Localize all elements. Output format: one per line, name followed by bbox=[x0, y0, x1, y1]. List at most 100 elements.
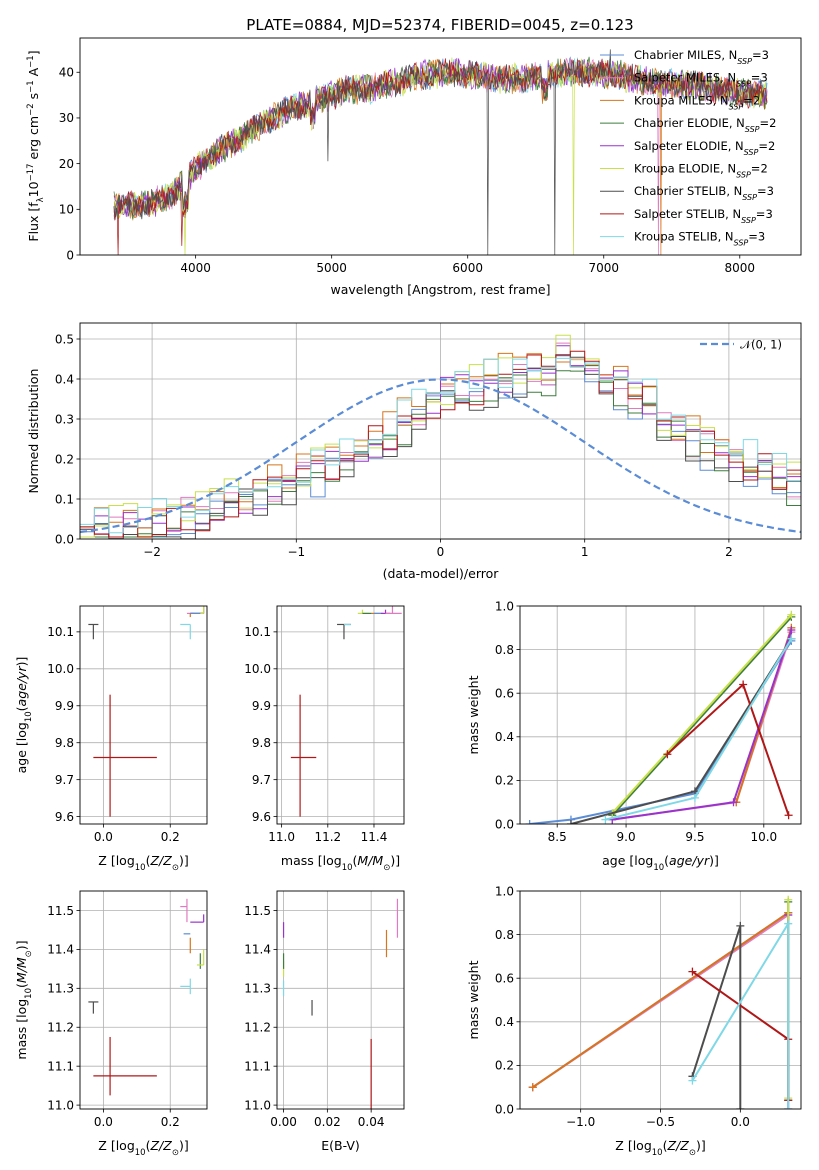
legend-n: 3 bbox=[760, 71, 767, 85]
errorbar-point bbox=[93, 694, 157, 817]
errorbar-point bbox=[93, 1036, 157, 1096]
weight-series-chabrier-stelib bbox=[566, 634, 796, 824]
legend-n: 3 bbox=[765, 207, 772, 221]
errorbar-point bbox=[88, 623, 99, 640]
legend-n: 3 bbox=[762, 48, 769, 62]
y-tick-label: 11.0 bbox=[47, 1098, 74, 1112]
legend-label: Salpeter ELODIE, NSSP=2 bbox=[634, 139, 775, 157]
label-part: ⊙ bbox=[383, 863, 390, 873]
plus-marker bbox=[736, 1105, 745, 1109]
legend-model: Chabrier ELODIE bbox=[634, 116, 729, 130]
label-part: ( bbox=[14, 706, 29, 711]
x-tick-label: 0.2 bbox=[161, 830, 180, 844]
x-tick-label: 5000 bbox=[316, 261, 347, 275]
legend-eq: = bbox=[743, 93, 753, 107]
legend-n: 2 bbox=[769, 116, 776, 130]
figure-title: PLATE=0884, MJD=52374, FIBERID=0045, z=0… bbox=[246, 16, 633, 34]
z-mass-panel: 0.0 0.211.011.111.211.311.411.5Z [log10(Z… bbox=[14, 890, 208, 1158]
x-tick-label: 7000 bbox=[588, 261, 619, 275]
plus-marker bbox=[784, 919, 793, 928]
x-axis-label: E(B-V) bbox=[321, 1138, 360, 1153]
label-part: −17 bbox=[26, 163, 36, 181]
axes-frame bbox=[79, 37, 802, 256]
errorbar-point bbox=[196, 949, 205, 966]
x-tick-label: 9.0 bbox=[617, 830, 636, 844]
weight-series-chabrier-miles bbox=[525, 636, 796, 824]
legend-label: 𝒩(0, 1) bbox=[740, 338, 782, 352]
y-tick-label: 11.1 bbox=[244, 1059, 271, 1073]
label-part: Z/Z bbox=[666, 1138, 689, 1153]
label-part: )] bbox=[179, 853, 189, 868]
legend-model: Chabrier STELIB bbox=[634, 184, 726, 198]
series-line bbox=[612, 631, 793, 821]
y-tick-label: 0.0 bbox=[55, 532, 74, 546]
label-part: Z [log bbox=[98, 1138, 134, 1153]
y-tick-label: 10.0 bbox=[47, 662, 74, 676]
label-part: Z [log bbox=[615, 1138, 651, 1153]
x-axis-label: Z [log10(Z/Z⊙)] bbox=[98, 853, 188, 873]
label-part: ( bbox=[663, 1138, 668, 1153]
legend-n: 2 bbox=[768, 139, 775, 153]
legend-n-prefix: , N bbox=[713, 93, 729, 107]
series-line bbox=[691, 925, 742, 1109]
y-tick-label: 11.5 bbox=[47, 904, 74, 918]
y-tick-label: 0.5 bbox=[55, 332, 74, 346]
label-part: 10 bbox=[24, 711, 34, 722]
legend-n: 2 bbox=[753, 93, 760, 107]
plus-marker bbox=[663, 750, 672, 759]
weight-series-kroupa-stelib bbox=[688, 919, 793, 1109]
x-tick-label: 2 bbox=[725, 545, 733, 559]
x-tick-label: 0.2 bbox=[161, 1115, 180, 1129]
legend-n-prefix: , N bbox=[721, 48, 737, 62]
mass-age-panel: 11.0 11.2 11.4 9.6 9.7 9.8 9.9 10.0 10.1 mass [lo… bbox=[244, 605, 405, 873]
y-tick-label: 10.1 bbox=[47, 625, 74, 639]
series-line bbox=[532, 911, 789, 1089]
errorbar-point bbox=[180, 898, 188, 923]
label-part: M/M bbox=[357, 853, 383, 868]
x-tick-label: 0.0 bbox=[731, 1115, 750, 1129]
y-tick-label: 0.4 bbox=[55, 372, 74, 386]
x-tick-label: 11.0 bbox=[268, 830, 295, 844]
x-axis-label: wavelength [Angstrom, rest frame] bbox=[330, 282, 550, 297]
legend-label: Salpeter MILES, NSSP=3 bbox=[634, 71, 768, 89]
legend-label: Chabrier MILES, NSSP=3 bbox=[634, 48, 769, 66]
plus-marker bbox=[690, 793, 699, 802]
axes-frame bbox=[519, 605, 802, 825]
errorbar-point bbox=[290, 694, 317, 817]
legend-n-prefix: , N bbox=[726, 184, 742, 198]
y-tick-label: 0.3 bbox=[55, 412, 74, 426]
axes-frame bbox=[519, 890, 802, 1110]
ebv-mass-panel: 0.00 0.02 0.04 11.0 11.1 11.2 11.3 11.4 11.5 E(B-… bbox=[244, 890, 405, 1153]
weight-series-salpeter-stelib bbox=[663, 680, 793, 820]
label-part: ( bbox=[14, 983, 29, 988]
series-line bbox=[611, 614, 793, 814]
legend-n-prefix: , N bbox=[720, 162, 736, 176]
hist-salpeter-stelib bbox=[80, 350, 801, 538]
series-line bbox=[529, 640, 793, 824]
label-part: s bbox=[26, 93, 41, 104]
y-tick-label: 0.0 bbox=[495, 1102, 514, 1116]
y-tick-label: 0.8 bbox=[495, 928, 514, 942]
y-tick-label: 9.6 bbox=[55, 810, 74, 824]
label-part: )] bbox=[696, 1138, 706, 1153]
x-tick-label: −2 bbox=[143, 545, 161, 559]
legend-sub: SSP bbox=[745, 125, 760, 134]
label-part: age [log bbox=[14, 722, 29, 773]
legend-eq: = bbox=[760, 116, 770, 130]
z-age-panel: 0.0 0.29.69.79.89.910.010.1Z [log10(Z/Z⊙)… bbox=[14, 605, 208, 873]
legend-eq: = bbox=[758, 139, 768, 153]
label-part: Z [log bbox=[98, 853, 134, 868]
y-tick-label: 0.4 bbox=[495, 1015, 514, 1029]
series-line bbox=[611, 616, 793, 816]
legend-model: Salpeter MILES bbox=[634, 71, 720, 85]
legend-eq: = bbox=[757, 184, 767, 198]
y-tick-label: 0.1 bbox=[55, 492, 74, 506]
label-part: age/yr bbox=[669, 853, 710, 868]
plus-marker bbox=[688, 967, 697, 976]
label-part: ( bbox=[664, 853, 669, 868]
label-part: 10 bbox=[135, 863, 146, 873]
y-tick-label: 20 bbox=[59, 157, 74, 171]
legend-n-prefix: , N bbox=[718, 230, 734, 244]
